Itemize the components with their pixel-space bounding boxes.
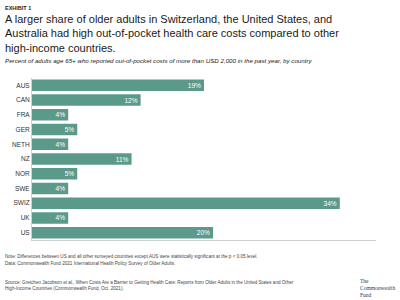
svg-text:4%: 4% (56, 214, 66, 221)
svg-text:US: US (21, 229, 31, 236)
svg-text:5%: 5% (65, 170, 75, 177)
svg-text:SWE: SWE (15, 185, 30, 192)
svg-text:4%: 4% (56, 185, 66, 192)
svg-text:TheCommonwealthFund: TheCommonwealthFund (360, 278, 395, 298)
svg-text:Percent of adults age 65+ who: Percent of adults age 65+ who reported o… (5, 57, 313, 64)
svg-text:UK: UK (21, 214, 31, 221)
svg-text:CAN: CAN (16, 96, 30, 103)
svg-text:11%: 11% (116, 156, 129, 163)
svg-text:5%: 5% (65, 126, 75, 133)
svg-text:Data: Commonwealth Fund 2021 I: Data: Commonwealth Fund 2021 Internation… (5, 261, 175, 266)
svg-text:12%: 12% (124, 97, 137, 104)
svg-text:GER: GER (16, 126, 30, 133)
svg-text:NOR: NOR (15, 170, 30, 177)
svg-text:AUS: AUS (16, 82, 30, 89)
svg-text:4%: 4% (56, 141, 66, 148)
svg-text:NETH: NETH (12, 141, 30, 148)
svg-text:19%: 19% (188, 82, 201, 89)
svg-text:A larger share of older adults: A larger share of older adults in Switze… (5, 13, 339, 54)
svg-text:34%: 34% (324, 200, 337, 207)
svg-text:20%: 20% (197, 229, 210, 236)
svg-text:Source: Gretchen Jacobson et a: Source: Gretchen Jacobson et al., When C… (5, 280, 294, 291)
svg-text:FRA: FRA (17, 111, 31, 118)
svg-text:4%: 4% (56, 111, 66, 118)
svg-text:Note: Differences between US a: Note: Differences between US and all oth… (5, 254, 258, 259)
svg-text:NZ: NZ (21, 155, 30, 162)
svg-text:SWIZ: SWIZ (13, 199, 29, 206)
svg-text:EXHIBIT 1: EXHIBIT 1 (5, 5, 31, 11)
